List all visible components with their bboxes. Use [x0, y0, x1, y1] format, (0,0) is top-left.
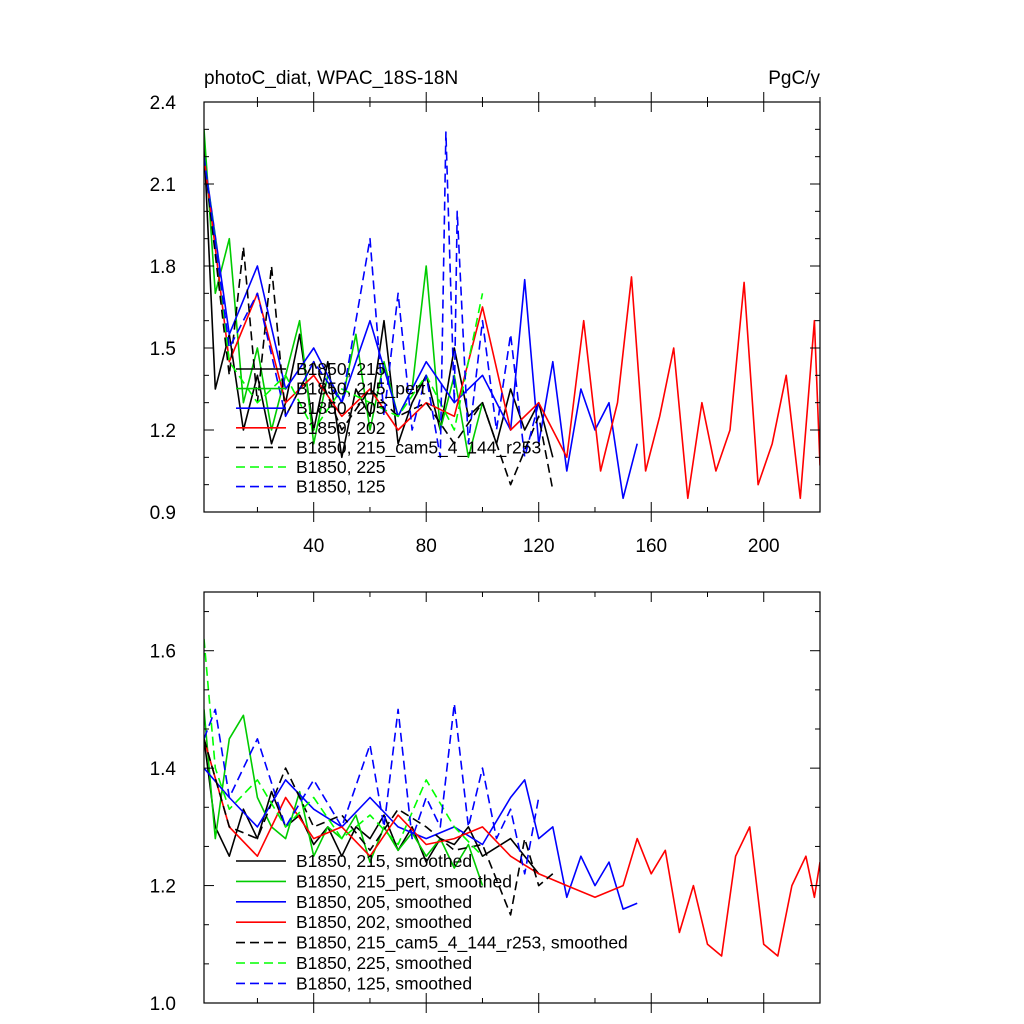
legend-label: B1850, 202: [296, 418, 386, 438]
legend-label: B1850, 215_pert: [296, 379, 426, 400]
legend-label: B1850, 225, smoothed: [296, 953, 472, 973]
legend-label: B1850, 215: [296, 359, 386, 379]
series-line-top-5: [204, 156, 484, 431]
legend-label: B1850, 215_cam5_4_144_r253: [296, 437, 541, 458]
x-tick-label: 160: [635, 536, 667, 557]
series-group: [204, 638, 820, 957]
series-line-bottom-3: [204, 738, 820, 957]
legend-label: B1850, 125, smoothed: [296, 973, 472, 993]
y-tick-label: 1.2: [150, 421, 176, 442]
series-line-bottom-2: [204, 767, 638, 910]
series-line-top-2: [204, 156, 638, 500]
y-tick-label: 1.4: [150, 759, 177, 780]
legend-label: B1850, 205: [296, 398, 386, 418]
y-tick-label: 1.2: [150, 877, 176, 898]
y-tick-label: 2.4: [150, 93, 177, 114]
legend-label: B1850, 215_cam5_4_144_r253, smoothed: [296, 933, 628, 954]
legend-label: B1850, 125: [296, 477, 386, 497]
plot-title: photoC_diat, WPAC_18S-18N: [204, 68, 458, 89]
series-line-bottom-4: [204, 738, 554, 916]
top-panel: 0.9 1.2 1.5 1.8 2.1 2.4 40 80 120 160 200 B1850, 21…: [150, 92, 821, 557]
units-label: PgC/y: [768, 68, 820, 89]
y-tick-label: 1.6: [150, 642, 176, 663]
legend-label: B1850, 215, smoothed: [296, 851, 472, 871]
series-line-top-6: [204, 131, 540, 459]
x-tick-label: 200: [748, 536, 780, 557]
x-tick-label: 120: [523, 536, 555, 557]
legend-label: B1850, 202, smoothed: [296, 912, 472, 932]
legend-label: B1850, 215_pert, smoothed: [296, 871, 512, 892]
series-line-bottom-6: [204, 702, 540, 875]
y-tick-label: 1.8: [150, 257, 176, 278]
series-group: [204, 129, 820, 500]
y-tick-label: 2.1: [150, 175, 176, 196]
plot-frame: [203, 101, 821, 513]
plot-frame: [203, 591, 821, 1004]
y-tick-label: 1.5: [150, 339, 176, 360]
series-line-top-3: [204, 156, 820, 500]
legend-label: B1850, 225: [296, 457, 386, 477]
y-tick-label: 0.9: [150, 503, 176, 524]
y-tick-label: 1.0: [150, 994, 176, 1015]
series-line-top-4: [204, 156, 554, 491]
legend-label: B1850, 205, smoothed: [296, 892, 472, 912]
series-line-bottom-0: [204, 738, 540, 875]
x-tick-label: 40: [303, 536, 324, 557]
x-tick-label: 80: [416, 536, 437, 557]
